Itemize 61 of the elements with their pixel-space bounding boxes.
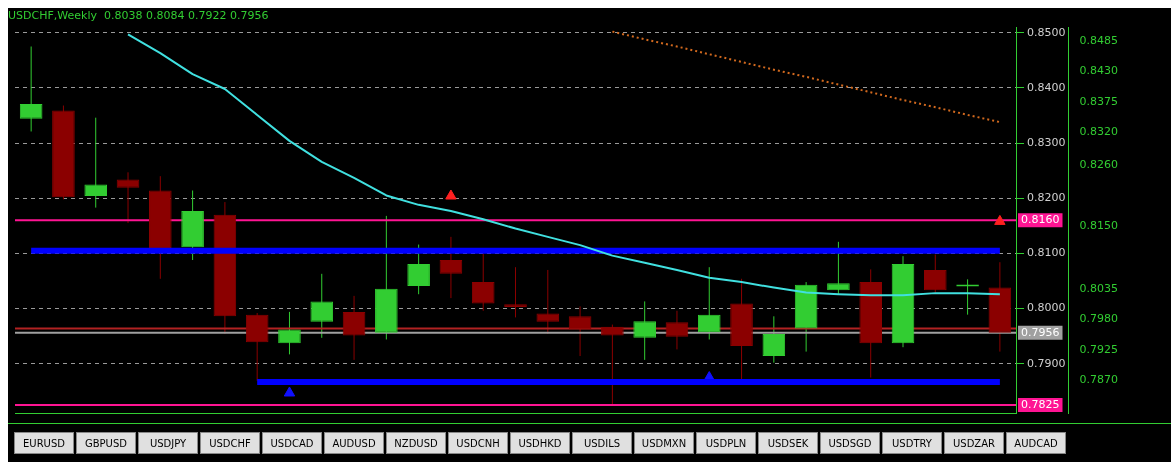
candlestick <box>568 305 592 357</box>
y2-tick-label: 0.7925 <box>1079 342 1119 356</box>
candlestick <box>439 236 463 299</box>
candlestick <box>665 310 689 350</box>
y2-tick-label: 0.8035 <box>1079 282 1119 296</box>
candlestick <box>116 171 140 224</box>
candlestick <box>601 324 624 405</box>
candlestick <box>471 252 495 312</box>
y2-tick-label: 0.8485 <box>1079 33 1119 47</box>
candlestick <box>278 311 301 355</box>
y2-tick-label: 0.8375 <box>1079 94 1119 108</box>
y2-tick-label: 0.7980 <box>1079 312 1119 326</box>
text: USDCAD <box>262 432 322 454</box>
line-series <box>611 30 1001 124</box>
candlestick <box>19 46 43 132</box>
text: USDILS <box>572 432 632 454</box>
text: USDMXN <box>634 432 694 454</box>
y2-tick-label: 0.7870 <box>1079 373 1119 387</box>
text: USDTRY <box>882 432 942 454</box>
candlestick <box>827 241 850 295</box>
candlestick <box>697 266 721 340</box>
y-tick-label: 0.8100 <box>1027 246 1066 260</box>
point <box>994 214 1006 225</box>
point <box>283 386 296 397</box>
text: USDPLN <box>696 432 756 454</box>
text: AUDUSD <box>324 432 384 454</box>
text: USDHKD <box>510 432 570 454</box>
text: AUDCAD <box>1006 432 1066 454</box>
text: USDCHF <box>200 432 260 454</box>
candlestick <box>310 273 334 339</box>
text: EURUSD <box>14 432 74 454</box>
text: USDCNH <box>448 432 508 454</box>
y2-tick-label: 0.8260 <box>1079 157 1119 171</box>
y-tick-label: 0.8500 <box>1027 25 1066 39</box>
ref-line-label: 0.7956 <box>1021 325 1060 339</box>
text: USDSGD <box>820 432 880 454</box>
candlestick <box>923 254 947 294</box>
y-tick-label: 0.8000 <box>1027 301 1066 315</box>
y-tick-label: 0.7900 <box>1027 356 1066 370</box>
y2-tick-label: 0.8430 <box>1079 64 1119 78</box>
candlestick <box>84 117 108 209</box>
y-tick-label: 0.8200 <box>1027 191 1066 205</box>
text: NZDUSD <box>386 432 446 454</box>
candlestick <box>633 300 656 361</box>
text: GBPUSD <box>76 432 136 454</box>
ref-line-label: 0.8160 <box>1021 213 1060 227</box>
text: USDZAR <box>944 432 1004 454</box>
candlestick <box>762 315 786 364</box>
y-tick-label: 0.8400 <box>1027 80 1066 94</box>
text: USDJPY <box>138 432 198 454</box>
candlestick <box>407 244 430 295</box>
candlestick <box>536 269 560 335</box>
y-tick-label: 0.8300 <box>1027 135 1066 149</box>
y2-tick-label: 0.8150 <box>1079 218 1119 232</box>
candlestick <box>342 295 366 361</box>
chart-title: USDCHF,Weekly 0.8038 0.8084 0.7922 0.7956 <box>8 9 269 23</box>
point <box>445 189 457 200</box>
ref-line-label: 0.7825 <box>1021 397 1060 411</box>
y2-tick-label: 0.8320 <box>1079 124 1119 138</box>
candlestick <box>504 266 527 318</box>
text: USDSEK <box>758 432 818 454</box>
